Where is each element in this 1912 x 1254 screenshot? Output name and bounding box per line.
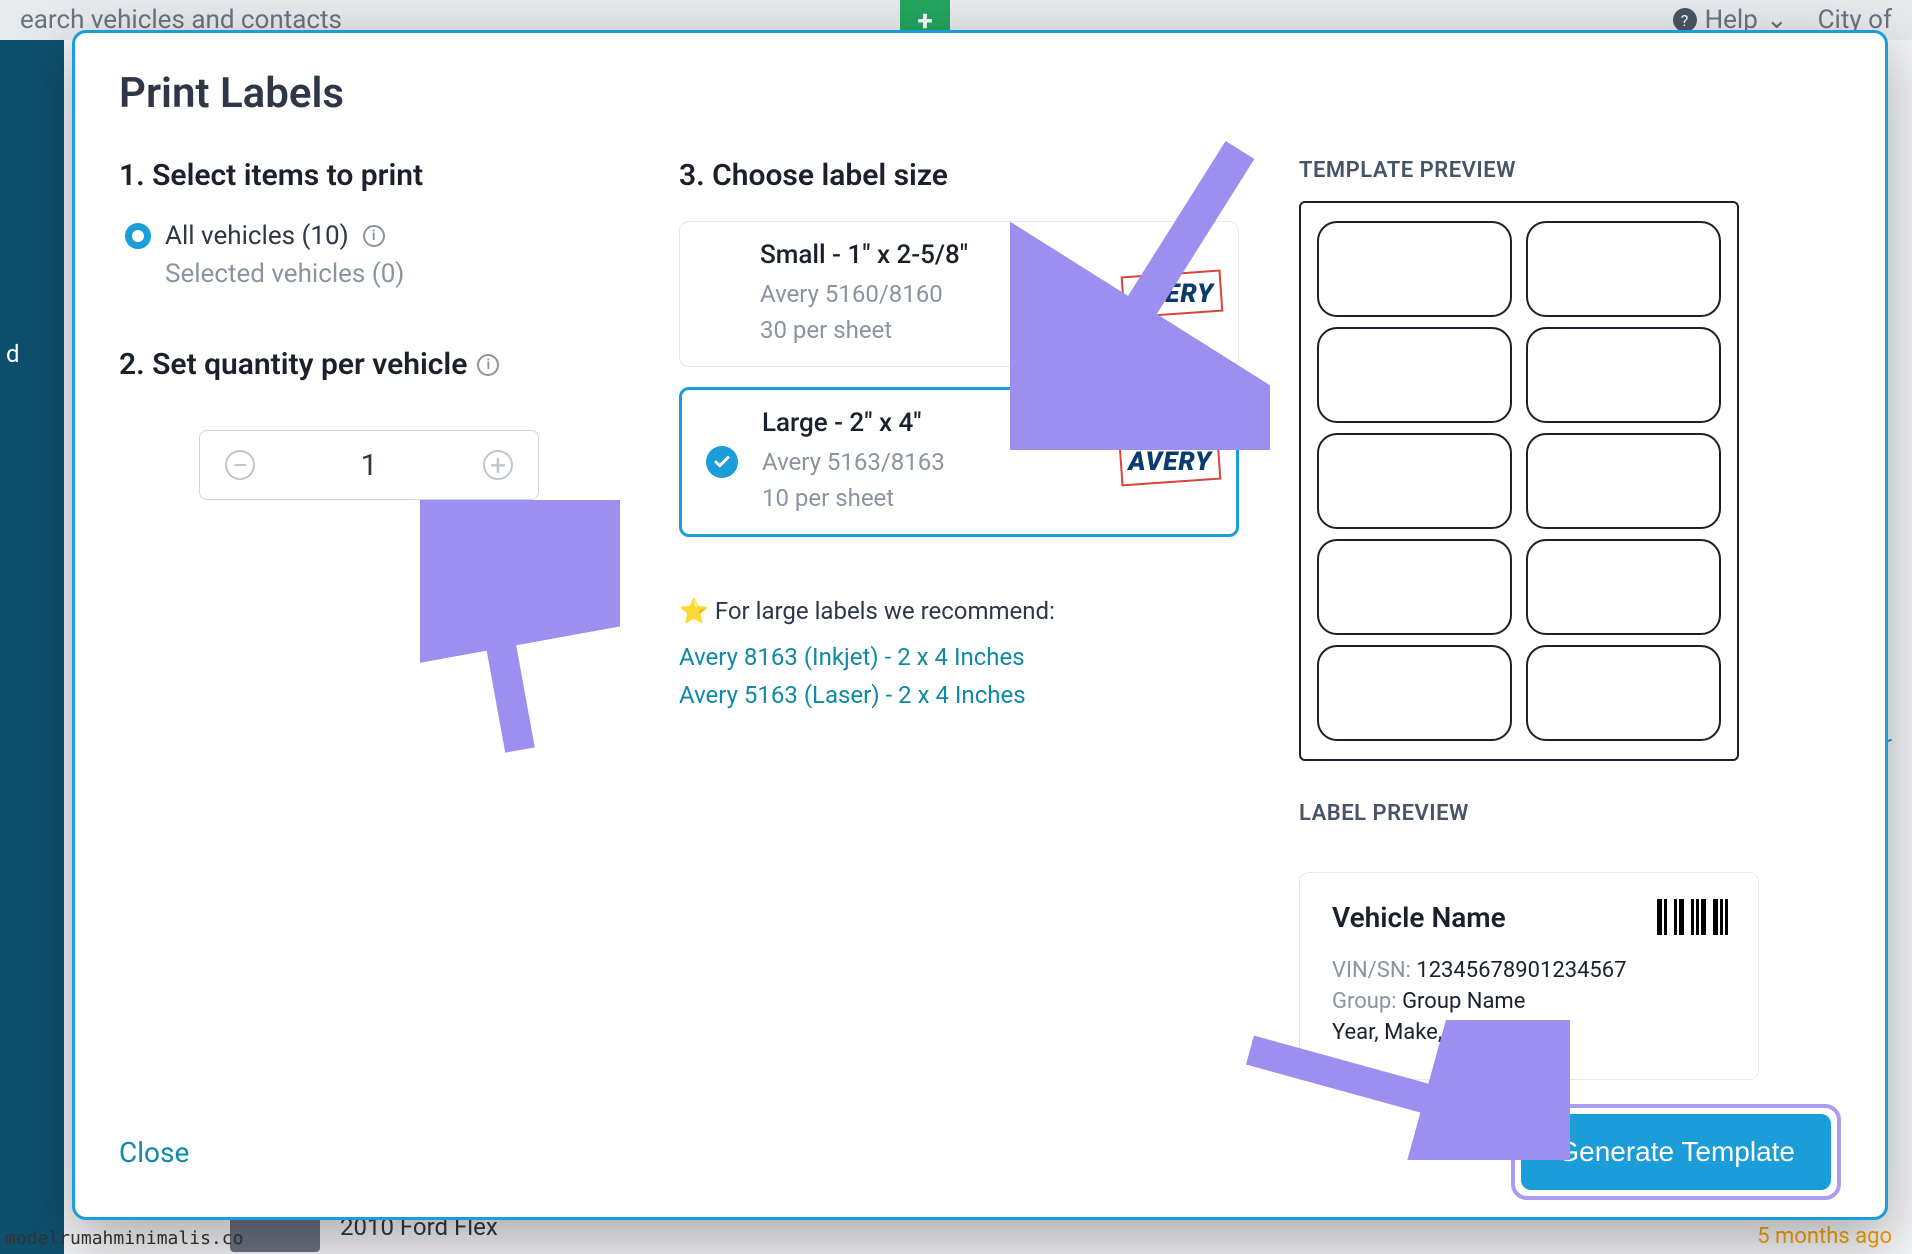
radio-all-label: All vehicles (10) [165, 221, 349, 251]
radio-all-vehicles[interactable]: All vehicles (10) i [125, 221, 619, 251]
size-small-title: Small - 1" x 2-5/8" [760, 240, 1000, 270]
template-slot [1317, 645, 1512, 741]
lp-group-key: Group: [1332, 989, 1397, 1014]
step1-heading: 1. Select items to print [119, 158, 619, 193]
help-icon: ? [1673, 8, 1697, 32]
size-option-small[interactable]: Small - 1" x 2-5/8" Avery 5160/8160 30 p… [679, 221, 1239, 367]
step2-heading: 2. Set quantity per vehicle i [119, 347, 619, 382]
watermark: modelrumahminimalis.co [5, 1228, 243, 1249]
sidebar-letter: d [6, 340, 20, 368]
barcode-icon [1657, 899, 1728, 935]
modal-title: Print Labels [119, 69, 1841, 118]
app-sidebar [0, 40, 64, 1254]
quantity-stepper[interactable]: − 1 + [199, 430, 539, 500]
size-option-large[interactable]: Large - 2" x 4" Avery 5163/8163 10 per s… [679, 387, 1239, 537]
template-slot [1526, 645, 1721, 741]
check-icon [706, 446, 738, 478]
size-large-line2: 10 per sheet [762, 480, 1212, 516]
minus-icon: − [225, 450, 255, 480]
qty-value: 1 [280, 448, 458, 483]
template-slot [1317, 221, 1512, 317]
recommend-text: ⭐ For large labels we recommend: [679, 597, 1239, 625]
lp-vin-val: 12345678901234567 [1416, 958, 1626, 983]
label-preview-card: Vehicle Name VIN/SN: 12345678901234567 G… [1299, 872, 1759, 1080]
radio-selected-vehicles[interactable]: Selected vehicles (0) [165, 259, 619, 289]
template-preview-sheet [1299, 201, 1739, 761]
qty-increment[interactable]: + [458, 431, 538, 499]
radio-selected-icon [125, 223, 151, 249]
plus-icon: + [483, 450, 513, 480]
step3-heading: 3. Choose label size [679, 158, 1239, 193]
template-slot [1526, 327, 1721, 423]
template-slot [1317, 433, 1512, 529]
generate-button-highlight: Generate Template [1511, 1104, 1841, 1200]
size-large-title: Large - 2" x 4" [762, 408, 1002, 438]
generate-template-button[interactable]: Generate Template [1521, 1114, 1831, 1190]
qty-decrement[interactable]: − [200, 431, 280, 499]
recommend-link-inkjet[interactable]: Avery 8163 (Inkjet) - 2 x 4 Inches [679, 643, 1239, 671]
lp-group-val: Group Name [1402, 989, 1525, 1014]
avery-logo: AVERY [1130, 279, 1214, 309]
label-preview-heading: LABEL PREVIEW [1299, 801, 1841, 826]
bg-timestamp: 5 months ago [1757, 1224, 1892, 1249]
size-small-line2: 30 per sheet [760, 312, 1214, 348]
template-slot [1317, 539, 1512, 635]
template-slot [1317, 327, 1512, 423]
print-labels-modal: Print Labels 1. Select items to print Al… [72, 30, 1888, 1220]
lp-ymm: Year, Make, Model [1332, 1020, 1726, 1045]
template-slot [1526, 221, 1721, 317]
recommend-link-laser[interactable]: Avery 5163 (Laser) - 2 x 4 Inches [679, 681, 1239, 709]
info-icon[interactable]: i [477, 354, 499, 376]
avery-logo: AVERY [1128, 447, 1212, 477]
template-slot [1526, 539, 1721, 635]
info-icon[interactable]: i [363, 225, 385, 247]
close-button[interactable]: Close [119, 1136, 189, 1169]
radio-selected-label: Selected vehicles (0) [165, 259, 404, 289]
template-slot [1526, 433, 1721, 529]
template-preview-heading: TEMPLATE PREVIEW [1299, 158, 1841, 183]
lp-vin-key: VIN/SN: [1332, 958, 1411, 983]
